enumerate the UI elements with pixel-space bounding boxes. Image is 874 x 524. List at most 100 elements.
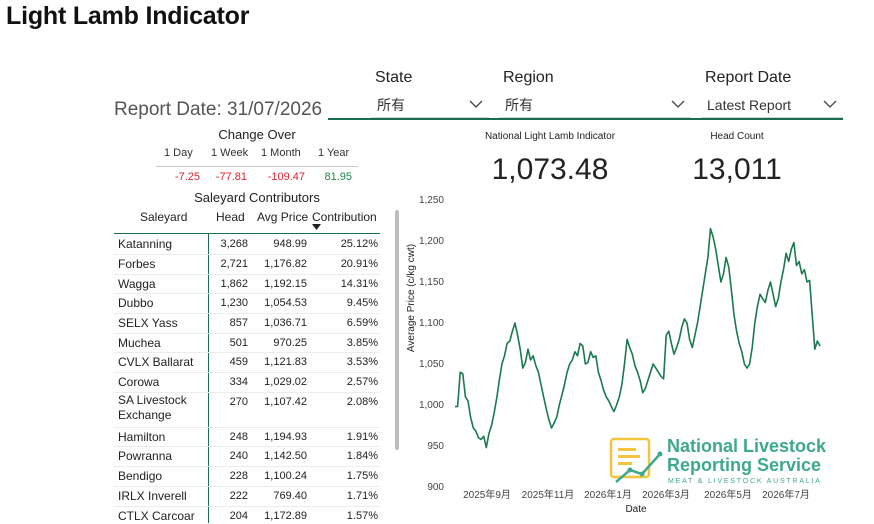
- row-contribution: 1.75%: [346, 470, 378, 482]
- period-value-1-week: -77.81: [215, 171, 247, 183]
- indicator-caption: National Light Lamb Indicator: [484, 131, 616, 142]
- report-date-dropdown-value: Latest Report: [707, 97, 792, 113]
- period-value-1-year: 81.95: [324, 171, 352, 183]
- row-contribution: 9.45%: [346, 297, 378, 309]
- nlrs-logo-icon: [609, 437, 663, 483]
- period-value-1-month: -109.47: [267, 171, 305, 183]
- row-price: 1,121.83: [264, 356, 307, 368]
- period-header-1-week: 1 Week: [211, 147, 249, 159]
- row-price: 1,172.89: [264, 510, 307, 522]
- row-head: 2,721: [220, 258, 248, 270]
- row-separator: [114, 372, 380, 373]
- chevron-down-icon: [469, 100, 483, 108]
- chevron-down-icon: [671, 100, 685, 108]
- row-separator: [114, 392, 380, 393]
- region-dropdown-value: 所有: [505, 97, 533, 113]
- region-dropdown[interactable]: 所有: [499, 92, 691, 118]
- row-head: 248: [229, 431, 248, 443]
- state-filter-label: State: [375, 69, 413, 86]
- change-over-title: Change Over: [218, 127, 296, 142]
- x-tick-label: 2026年1月: [584, 488, 632, 501]
- row-separator: [114, 274, 380, 275]
- period-header-1-day: 1 Day: [164, 147, 193, 159]
- row-price: 1,029.02: [264, 376, 307, 388]
- row-separator: [114, 466, 380, 467]
- row-separator: [114, 352, 380, 353]
- row-head: 3,268: [220, 238, 248, 250]
- row-price: 1,107.42: [264, 396, 307, 408]
- column-header-avg-price[interactable]: Avg Price: [257, 210, 309, 224]
- state-dropdown[interactable]: 所有: [371, 92, 489, 118]
- row-contribution: 1.91%: [346, 431, 378, 443]
- row-contribution: 3.85%: [346, 337, 378, 349]
- report-date-dropdown[interactable]: Latest Report: [701, 92, 843, 118]
- row-separator: [114, 446, 380, 447]
- row-saleyard-name: CTLX Carcoar: [118, 509, 195, 523]
- row-separator: [114, 486, 380, 487]
- row-price: 1,100.24: [264, 470, 307, 482]
- row-saleyard-name: IRLX Inverell: [118, 489, 187, 503]
- nlrs-name-line1: National Livestock: [667, 436, 827, 456]
- row-contribution: 1.57%: [346, 510, 378, 522]
- y-tick-label: 1,150: [419, 277, 444, 288]
- row-head: 459: [229, 356, 248, 368]
- row-head: 334: [229, 376, 248, 388]
- row-contribution: 6.59%: [346, 317, 378, 329]
- row-saleyard-name: SELX Yass: [118, 316, 178, 330]
- y-tick-label: 1,200: [419, 236, 444, 247]
- x-axis-title: Date: [625, 504, 647, 515]
- row-saleyard-name: Bendigo: [118, 469, 163, 483]
- row-saleyard-name: Wagga: [118, 277, 156, 291]
- row-saleyard-name: Katanning: [118, 237, 173, 251]
- x-axis: 2025年9月 2025年11月 2026年1月 2026年3月 2026年5月 2026…: [463, 488, 810, 501]
- row-separator: [114, 427, 380, 428]
- y-tick-label: 1,000: [419, 400, 444, 411]
- row-head: 1,230: [220, 297, 248, 309]
- indicator-value: 1,073.48: [491, 153, 609, 186]
- series-line: [455, 227, 821, 449]
- row-contribution: 2.08%: [346, 396, 378, 408]
- row-price: 1,194.93: [264, 431, 307, 443]
- period-header-1-month: 1 Month: [261, 147, 301, 159]
- row-head: 1,862: [220, 278, 248, 290]
- sort-descending-icon: [312, 224, 321, 230]
- row-saleyard-name: Muchea: [118, 336, 161, 350]
- row-head: 270: [229, 396, 248, 408]
- row-head: 501: [229, 337, 248, 349]
- y-tick-label: 950: [427, 441, 444, 452]
- row-separator: [114, 333, 380, 334]
- price-line-chart: 900 950 1,000 1,050 1,100 1,150 1,200 1,250 202…: [406, 195, 821, 515]
- column-header-saleyard[interactable]: Saleyard: [140, 210, 188, 224]
- row-price: 970.25: [273, 337, 307, 349]
- header-divider: [328, 118, 843, 120]
- y-tick-label: 1,050: [419, 359, 444, 370]
- chevron-down-icon: [823, 100, 837, 108]
- row-separator: [114, 313, 380, 314]
- x-tick-label: 2026年5月: [704, 488, 752, 501]
- column-header-contribution[interactable]: Contribution: [312, 210, 377, 224]
- period-header-1-year: 1 Year: [318, 147, 350, 159]
- y-axis-title: Average Price (c/kg cwt): [406, 244, 417, 352]
- table-scrollbar[interactable]: [395, 210, 399, 450]
- head-count-caption: Head Count: [710, 131, 764, 142]
- row-saleyard-name: Dubbo: [118, 296, 154, 310]
- report-date-filter-label: Report Date: [705, 69, 792, 86]
- row-head: 857: [229, 317, 248, 329]
- row-separator: [114, 293, 380, 294]
- row-price: 1,036.71: [264, 317, 307, 329]
- column-header-head[interactable]: Head: [216, 210, 245, 224]
- row-contribution: 1.84%: [346, 450, 378, 462]
- nlrs-name-line2: Reporting Service: [667, 455, 822, 475]
- row-contribution: 2.57%: [346, 376, 378, 388]
- x-tick-label: 2026年7月: [762, 488, 810, 501]
- row-head: 240: [229, 450, 248, 462]
- row-contribution: 1.71%: [346, 490, 378, 502]
- state-dropdown-value: 所有: [377, 97, 405, 113]
- row-saleyard-name: Corowa: [118, 375, 160, 389]
- nlrs-subtitle: MEAT & LIVESTOCK AUSTRALIA: [668, 478, 822, 485]
- table-column-divider: [208, 233, 209, 523]
- row-saleyard-name: Powranna: [118, 449, 173, 463]
- row-separator: [114, 254, 380, 255]
- report-date-label: Report Date: 31/07/2026: [114, 99, 323, 120]
- row-head: 204: [229, 510, 248, 522]
